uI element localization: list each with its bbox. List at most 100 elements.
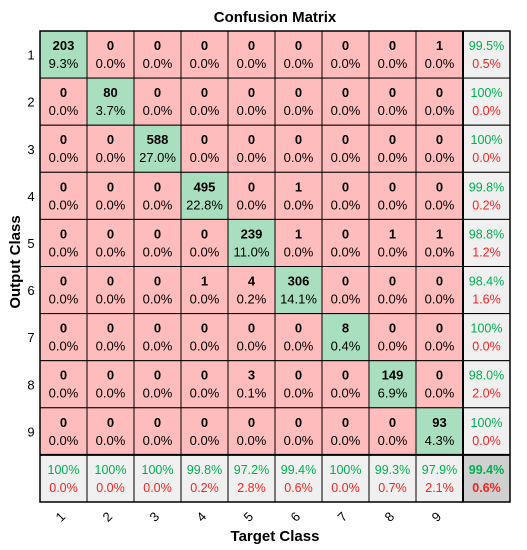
y-tick-label: 7 (27, 330, 34, 345)
x-tick-label: 7 (334, 509, 350, 525)
cell-count: 0 (154, 226, 161, 241)
cell-percent: 0.0% (284, 197, 314, 212)
cell-count: 239 (241, 226, 263, 241)
matrix-cell (39, 218, 88, 267)
matrix-cell (133, 77, 182, 126)
row-summary-correct: 100% (471, 86, 503, 100)
matrix-cell (133, 266, 182, 315)
y-tick-label: 1 (27, 48, 34, 63)
col-summary-correct: 99.4% (281, 463, 316, 477)
matrix-cell (321, 313, 370, 362)
cell-count: 0 (154, 274, 161, 289)
x-tick-label: 1 (52, 509, 68, 525)
col-summary-correct: 100% (330, 463, 362, 477)
matrix-cell (180, 171, 229, 220)
cell-percent: 0.0% (331, 292, 361, 307)
matrix-cell (368, 30, 417, 79)
cell-count: 0 (342, 38, 349, 53)
row-summary-correct: 99.8% (469, 180, 504, 194)
cell-count: 0 (60, 368, 67, 383)
cell-count: 4 (248, 274, 256, 289)
cell-count: 0 (201, 321, 208, 336)
cell-percent: 0.0% (49, 150, 79, 165)
cell-percent: 0.0% (49, 386, 79, 401)
cell-percent: 0.0% (190, 386, 220, 401)
matrix-cell (274, 407, 323, 456)
row-summary-cell (462, 313, 511, 362)
matrix-border (39, 30, 511, 503)
cell-count: 0 (107, 132, 114, 147)
cell-count: 0 (107, 226, 114, 241)
matrix-cell (180, 124, 229, 173)
matrix-cell (368, 77, 417, 126)
matrix-cell (227, 360, 276, 409)
matrix-cell (321, 407, 370, 456)
y-tick-label: 9 (27, 424, 34, 439)
matrix-cell (321, 77, 370, 126)
cell-count: 0 (436, 85, 443, 100)
cell-count: 0 (342, 226, 349, 241)
cell-percent: 9.3% (49, 56, 79, 71)
row-summary-cell (462, 124, 511, 173)
cell-count: 588 (147, 132, 169, 147)
cell-count: 0 (107, 38, 114, 53)
row-summary-correct: 98.4% (469, 275, 504, 289)
col-summary-cell (39, 454, 88, 503)
cell-percent: 0.0% (331, 56, 361, 71)
cell-percent: 27.0% (139, 150, 176, 165)
matrix-cell (227, 266, 276, 315)
cell-count: 0 (154, 368, 161, 383)
matrix-cell (39, 171, 88, 220)
cell-percent: 0.0% (143, 103, 173, 118)
cell-percent: 11.0% (234, 244, 270, 259)
cell-percent: 0.0% (425, 244, 455, 259)
cell-percent: 0.4% (331, 339, 361, 354)
y-tick-label: 2 (27, 95, 34, 110)
cell-percent: 0.0% (378, 150, 408, 165)
cell-percent: 0.0% (331, 103, 361, 118)
y-tick-label: 6 (27, 283, 34, 298)
row-summary-error: 1.2% (472, 245, 501, 259)
cell-percent: 0.0% (378, 56, 408, 71)
col-summary-correct: 97.2% (234, 463, 269, 477)
x-tick-label: 8 (381, 509, 397, 525)
cell-percent: 0.0% (284, 56, 314, 71)
matrix-cell (39, 124, 88, 173)
cell-count: 0 (295, 38, 302, 53)
cell-percent: 0.0% (378, 103, 408, 118)
cell-count: 8 (342, 321, 349, 336)
cell-percent: 0.2% (237, 292, 267, 307)
matrix-cell (415, 407, 464, 456)
x-tick-label: 9 (428, 509, 444, 525)
row-summary-correct: 98.8% (469, 227, 504, 241)
y-axis-label: Output Class (7, 215, 24, 308)
col-summary-error: 0.2% (190, 481, 219, 495)
cell-percent: 0.0% (237, 56, 267, 71)
cell-percent: 0.0% (425, 150, 455, 165)
col-summary-cell (321, 454, 370, 503)
row-summary-correct: 100% (471, 133, 503, 147)
cell-percent: 0.0% (143, 197, 173, 212)
cell-percent: 0.0% (331, 197, 361, 212)
cell-percent: 0.0% (190, 292, 220, 307)
col-summary-error: 2.1% (425, 481, 454, 495)
col-summary-correct: 100% (95, 463, 127, 477)
row-summary-error: 0.0% (472, 434, 501, 448)
cell-count: 0 (342, 132, 349, 147)
cell-count: 0 (201, 38, 208, 53)
cell-count: 495 (194, 179, 216, 194)
cell-percent: 0.0% (237, 339, 267, 354)
col-summary-error: 0.7% (378, 481, 407, 495)
cell-percent: 0.0% (49, 244, 79, 259)
cell-count: 80 (103, 85, 117, 100)
x-tick-label: 5 (240, 509, 256, 525)
cell-percent: 0.0% (96, 433, 126, 448)
cell-percent: 0.0% (96, 386, 126, 401)
row-summary-correct: 98.0% (469, 369, 504, 383)
cell-count: 0 (295, 85, 302, 100)
cell-count: 0 (295, 132, 302, 147)
matrix-cell (39, 407, 88, 456)
cell-count: 0 (342, 274, 349, 289)
cell-count: 0 (107, 415, 114, 430)
